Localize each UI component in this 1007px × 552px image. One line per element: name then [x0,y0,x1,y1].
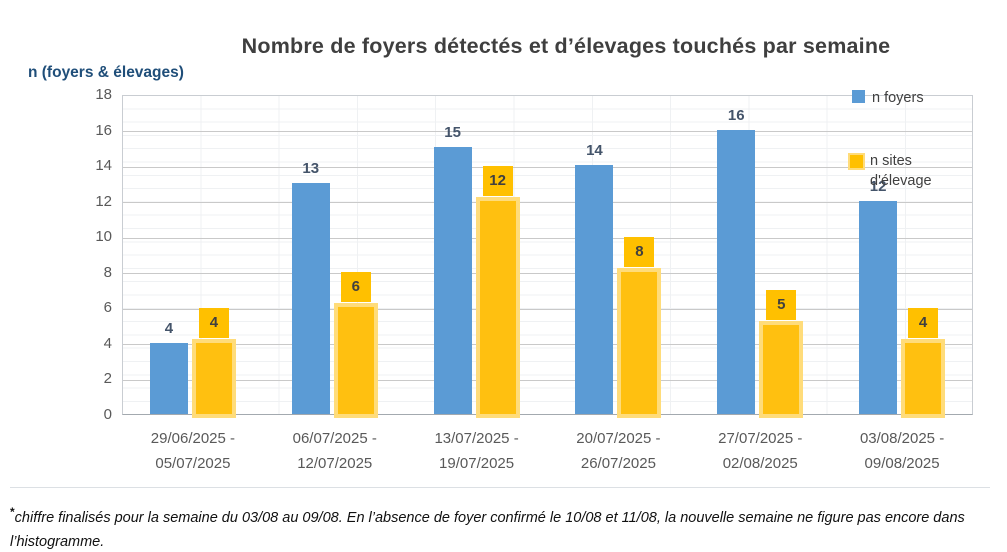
sites-value-label-2: 12 [482,165,513,196]
y-tick-12: 12 [95,192,112,210]
gridline-y-6 [123,308,972,310]
foyers-value-label-2: 15 [444,124,461,142]
legend-entry-foyers: n foyers [852,88,924,108]
chart-title: Nombre de foyers détectés et d’élevages … [241,34,891,58]
sites-value-label-3: 8 [624,236,655,267]
foyers-bar-0 [149,342,188,414]
y-tick-16: 16 [95,121,112,139]
x-label-1: 06/07/2025 -12/07/2025 [292,430,377,472]
y-tick-18: 18 [95,86,112,103]
sites-value-label-5: 4 [908,307,939,338]
sites-bar-1 [337,307,374,414]
gridline-y-14 [123,166,972,168]
y-tick-0: 0 [103,406,112,423]
sites-value-label-4: 5 [766,290,797,321]
sites-bar-4 [763,325,800,414]
sites-bar-3 [621,271,658,414]
y-tick-6: 6 [103,299,112,317]
y-tick-14: 14 [95,157,112,175]
foyers-value-label-3: 14 [586,142,603,160]
y-tick-10: 10 [95,228,112,246]
y-axis: 0 2 4 6 8 10 12 14 16 18 [56,86,112,423]
x-label-0: 29/06/2025 -05/07/2025 [150,430,236,472]
foyers-bar-5 [859,200,898,414]
sites-bar-2 [479,200,516,414]
legend-entry-sites: n sites d'élevage [850,151,932,191]
sites-value-label-0: 4 [198,307,229,338]
x-label-4: 27/07/2025 -02/08/2025 [718,430,803,472]
foyers-legend-label: n foyers [872,90,924,106]
foyers-value-label-0: 4 [164,319,174,337]
y-tick-8: 8 [103,263,112,281]
x-axis: 29/06/2025 -05/07/2025 06/07/2025 -12/07/… [122,426,973,482]
gridline-y-12 [123,202,972,204]
bottom-separator [10,487,990,488]
x-label-2: 13/07/2025 -19/07/2025 [434,430,519,472]
footnote: *chiffre finalisés pour la semaine du 03… [10,500,1002,552]
x-label-5: 03/08/2025 -09/08/2025 [859,430,945,472]
foyers-bar-4 [717,129,756,414]
sites-value-label-1: 6 [340,272,371,303]
sites-bar-0 [195,342,232,414]
sites-legend-label: n sites d'élevage [870,153,932,189]
foyers-value-label-4: 16 [727,106,745,124]
plot-area: 4 4 13 6 15 12 14 8 16 5 12 4 [122,95,973,415]
foyers-value-label-5: 12 [869,177,887,195]
foyers-bar-2 [433,147,472,414]
gridline-y-16 [123,131,972,133]
gridline-y-4 [123,344,972,346]
x-label-3: 20/07/2025 -26/07/2025 [576,430,661,472]
footnote-text: chiffre finalisés pour la semaine du 03/… [10,509,965,550]
foyers-bar-3 [575,165,614,414]
sites-bar-5 [905,342,942,414]
foyers-bar-1 [291,182,330,414]
gridline-y-8 [123,273,972,275]
y-tick-2: 2 [103,370,112,388]
y-axis-title: n (foyers & élevages) [28,64,184,81]
foyers-value-label-1: 13 [302,159,320,177]
footnote-marker: * [10,505,15,519]
gridline-y-2 [123,379,972,381]
sites-legend-swatch-icon [850,155,863,168]
foyers-legend-swatch-icon [852,90,865,103]
gridline-y-10 [123,237,972,239]
y-tick-4: 4 [103,334,112,352]
